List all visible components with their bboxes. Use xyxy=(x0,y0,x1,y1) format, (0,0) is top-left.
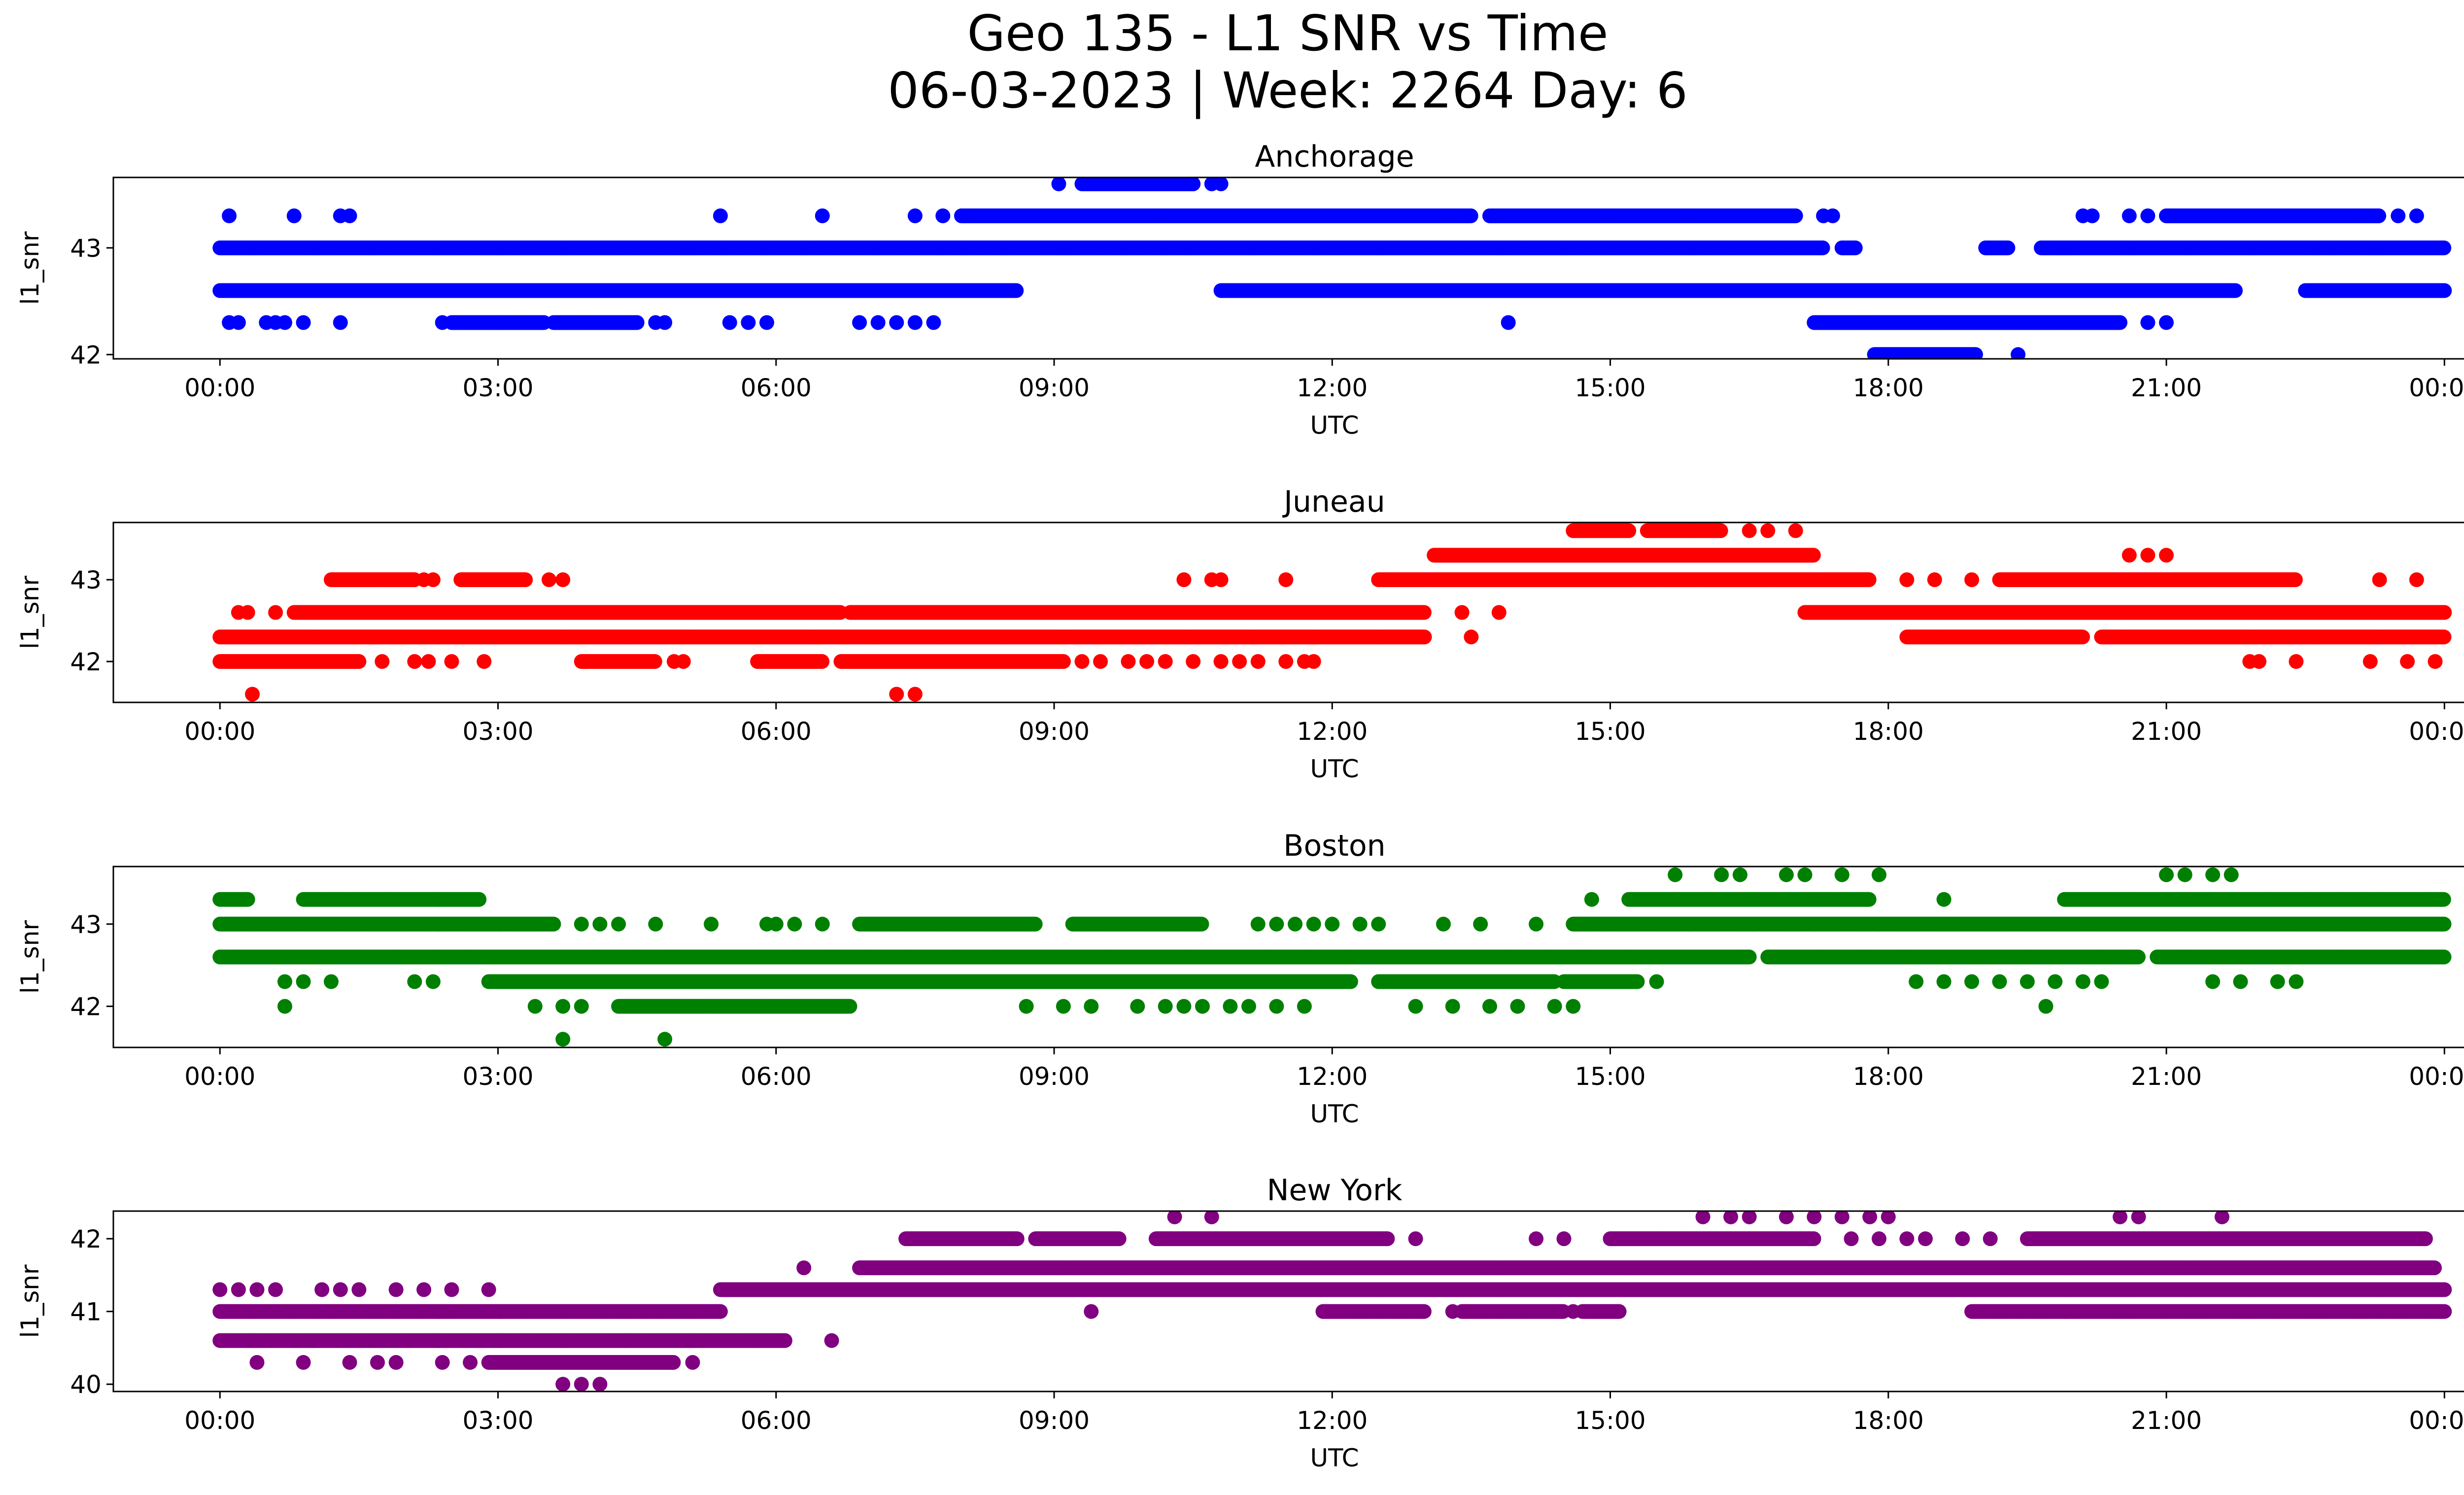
data-point xyxy=(713,208,728,223)
data-point xyxy=(2140,315,2156,330)
data-point xyxy=(2228,283,2243,298)
figure-title-line2: 06-03-2023 | Week: 2264 Day: 6 xyxy=(888,62,1687,119)
data-point xyxy=(2122,208,2137,223)
data-point xyxy=(759,315,774,330)
data-point xyxy=(2140,208,2156,223)
data-point xyxy=(926,315,941,330)
data-point xyxy=(2437,283,2452,298)
data-point xyxy=(2391,208,2406,223)
data-point xyxy=(907,315,923,330)
data-point xyxy=(2436,240,2452,255)
data-point xyxy=(2000,240,2016,255)
series-anchorage xyxy=(212,177,2452,359)
data-point xyxy=(342,208,357,223)
data-point xyxy=(1463,208,1478,223)
data-point xyxy=(1501,315,1516,330)
data-point xyxy=(1009,283,1024,298)
data-point xyxy=(222,208,237,223)
data-point xyxy=(722,315,737,330)
data-point xyxy=(1815,240,1830,255)
data-point xyxy=(1788,208,1803,223)
data-point xyxy=(231,315,246,330)
data-point xyxy=(435,315,450,330)
data-point xyxy=(296,315,311,330)
data-point xyxy=(852,315,867,330)
data-point xyxy=(815,208,830,223)
data-point xyxy=(2085,208,2100,223)
data-point xyxy=(907,208,923,223)
data-point xyxy=(1825,208,1840,223)
data-point xyxy=(2371,208,2387,223)
data-point xyxy=(657,315,673,330)
data-point xyxy=(870,315,886,330)
data-point xyxy=(629,315,645,330)
data-point xyxy=(333,315,348,330)
data-point xyxy=(277,315,292,330)
data-point xyxy=(889,315,904,330)
data-point xyxy=(2113,315,2127,330)
data-point xyxy=(935,208,951,223)
data-point xyxy=(741,315,756,330)
figure-title-line1: Geo 135 - L1 SNR vs Time xyxy=(967,4,1608,62)
data-point xyxy=(286,208,302,223)
data-point xyxy=(2409,208,2424,223)
data-point xyxy=(1848,240,1863,255)
